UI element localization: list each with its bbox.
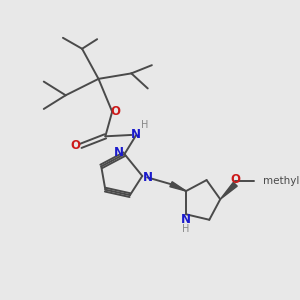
Text: H: H <box>182 224 190 233</box>
Text: O: O <box>230 173 240 186</box>
Text: N: N <box>113 146 124 159</box>
Text: methyl: methyl <box>263 176 299 187</box>
Polygon shape <box>220 182 237 199</box>
Text: O: O <box>110 105 121 118</box>
Text: N: N <box>143 171 153 184</box>
Text: O: O <box>70 140 80 152</box>
Text: H: H <box>141 120 149 130</box>
Text: N: N <box>181 213 191 226</box>
Text: N: N <box>131 128 141 142</box>
Polygon shape <box>170 182 186 191</box>
